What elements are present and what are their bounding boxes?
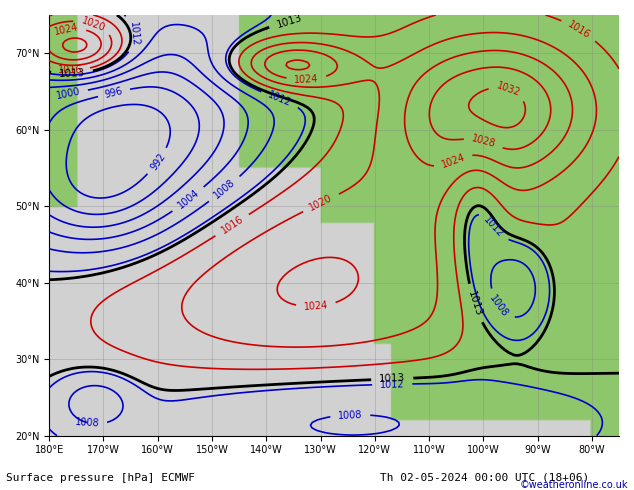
Text: 1012: 1012 [481, 215, 505, 240]
Text: 1008: 1008 [488, 294, 510, 319]
Text: 1013: 1013 [466, 289, 483, 318]
Text: 1020: 1020 [80, 15, 107, 33]
Text: 1012: 1012 [380, 379, 404, 390]
Text: 1004: 1004 [176, 188, 201, 211]
Text: 1008: 1008 [212, 177, 237, 201]
Text: 992: 992 [148, 151, 167, 172]
Text: 1008: 1008 [338, 410, 363, 420]
Text: 1028: 1028 [470, 133, 497, 149]
Text: 1032: 1032 [495, 80, 522, 98]
Text: 1008: 1008 [75, 417, 100, 428]
Text: 1000: 1000 [55, 86, 81, 101]
Text: 1020: 1020 [308, 193, 334, 213]
Text: 1024: 1024 [440, 152, 467, 170]
Text: 1024: 1024 [304, 300, 328, 312]
Text: 1013: 1013 [275, 12, 304, 30]
Text: 1013: 1013 [59, 68, 86, 79]
Text: 1016: 1016 [219, 214, 245, 236]
Text: 1012: 1012 [266, 90, 293, 108]
Text: 1012: 1012 [128, 21, 140, 46]
Text: ©weatheronline.co.uk: ©weatheronline.co.uk [519, 480, 628, 490]
Text: 1016: 1016 [566, 19, 592, 41]
Text: 1016: 1016 [58, 65, 82, 75]
Text: Surface pressure [hPa] ECMWF: Surface pressure [hPa] ECMWF [6, 473, 195, 483]
Text: 996: 996 [104, 86, 124, 100]
Text: Th 02-05-2024 00:00 UTC (18+06): Th 02-05-2024 00:00 UTC (18+06) [380, 473, 590, 483]
Text: 1013: 1013 [379, 373, 406, 385]
Text: 1024: 1024 [53, 22, 79, 37]
Text: 1024: 1024 [294, 74, 319, 85]
